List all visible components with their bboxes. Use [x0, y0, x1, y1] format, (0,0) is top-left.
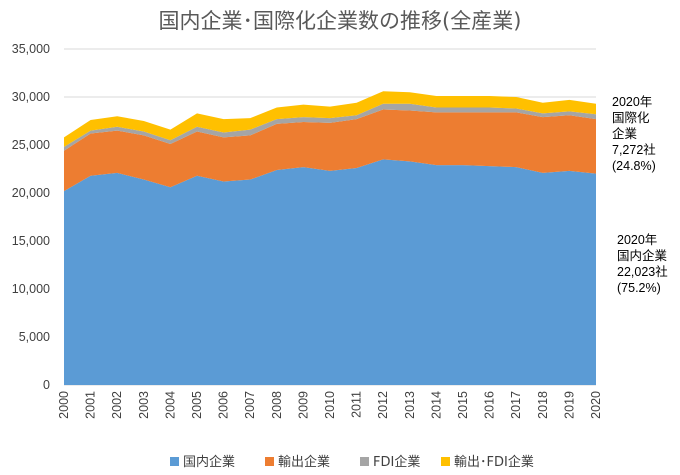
x-tick-label: 2016 — [483, 391, 497, 419]
annotation-line: 2020年 — [612, 95, 652, 109]
chart-title: 国内企業･国際化企業数の推移(全産業) — [159, 9, 522, 33]
x-tick-label: 2012 — [376, 391, 390, 419]
area-series-1 — [64, 109, 596, 192]
annotation-line: 国際化 — [612, 111, 650, 125]
x-tick-label: 2020 — [589, 391, 603, 419]
annotation-line: 7,272社 — [612, 142, 656, 157]
annotation-line: (24.8%) — [612, 159, 656, 173]
x-tick-label: 2015 — [456, 391, 470, 419]
x-tick-label: 2001 — [84, 391, 98, 419]
legend-label: FDI企業 — [373, 454, 420, 470]
x-tick-label: 2010 — [323, 391, 337, 419]
area-series-0 — [64, 159, 596, 385]
x-tick-label: 2018 — [536, 391, 550, 419]
legend-swatch — [441, 457, 450, 466]
y-tick-label: 30,000 — [12, 90, 50, 104]
x-tick-label: 2013 — [403, 391, 417, 419]
x-tick-label: 2011 — [350, 391, 364, 418]
y-tick-label: 20,000 — [12, 186, 50, 200]
x-tick-label: 2005 — [190, 391, 204, 419]
x-tick-label: 2008 — [270, 391, 284, 419]
legend-swatch — [170, 457, 179, 466]
legend-label: 輸出企業 — [278, 454, 330, 470]
y-tick-label: 35,000 — [12, 42, 50, 56]
y-tick-label: 10,000 — [12, 282, 50, 296]
annotation-line: 企業 — [612, 126, 638, 141]
y-tick-label: 15,000 — [12, 234, 50, 248]
annotation-line: 2020年 — [617, 233, 657, 247]
x-tick-label: 2003 — [137, 391, 151, 419]
annotation-line: 22,023社 — [617, 264, 668, 279]
y-tick-label: 0 — [43, 378, 50, 392]
legend-label: 国内企業 — [183, 454, 235, 470]
x-tick-label: 2006 — [217, 391, 231, 419]
x-tick-label: 2000 — [57, 391, 71, 419]
x-tick-label: 2014 — [429, 391, 443, 419]
x-tick-label: 2009 — [296, 391, 310, 419]
x-tick-label: 2017 — [509, 391, 523, 419]
legend-swatch — [360, 457, 369, 466]
area-series-3 — [64, 91, 596, 147]
x-tick-label: 2007 — [243, 391, 257, 419]
y-tick-label: 25,000 — [12, 138, 50, 152]
legend-label: 輸出･FDI企業 — [454, 454, 534, 470]
annotation-line: 国内企業 — [617, 248, 668, 263]
annotation-line: (75.2%) — [617, 281, 661, 295]
legend-swatch — [265, 457, 274, 466]
x-tick-label: 2004 — [163, 391, 177, 419]
x-tick-label: 2019 — [562, 391, 576, 419]
y-tick-label: 5,000 — [19, 330, 50, 344]
x-tick-label: 2002 — [110, 391, 124, 419]
